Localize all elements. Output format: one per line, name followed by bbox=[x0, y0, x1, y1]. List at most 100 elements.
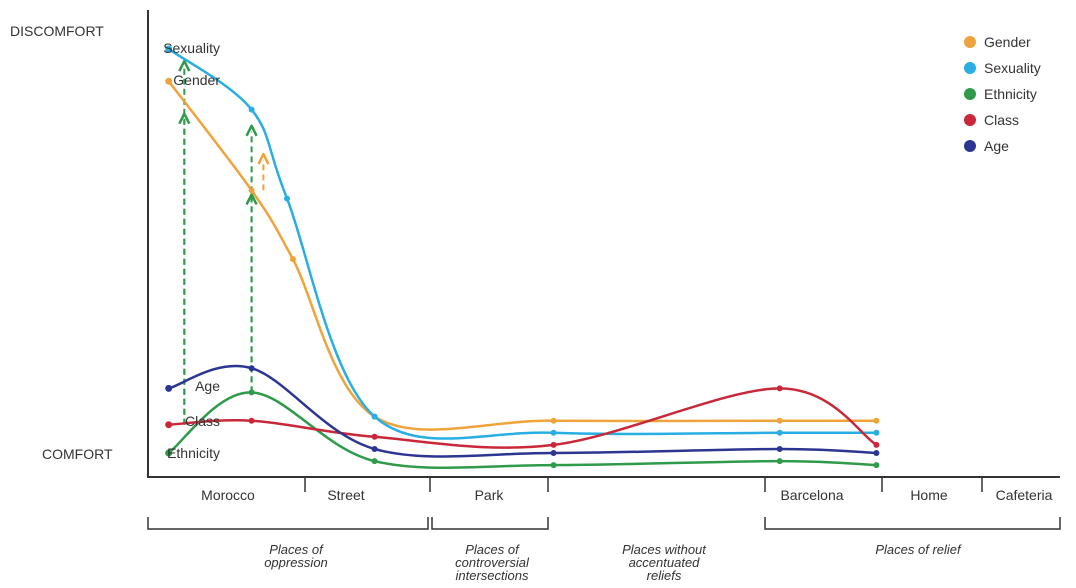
legend-label-ethnicity: Ethnicity bbox=[984, 86, 1037, 102]
series-gender-line bbox=[167, 80, 878, 431]
series-gender-point bbox=[550, 417, 557, 424]
series-sexuality-line bbox=[167, 47, 878, 440]
y-axis-top-label: DISCOMFORT bbox=[10, 23, 104, 39]
y-axis-bottom-label: COMFORT bbox=[42, 446, 113, 462]
dashed-arrow bbox=[178, 59, 191, 425]
series-sexuality-point bbox=[550, 429, 557, 436]
legend-item-sexuality: Sexuality bbox=[964, 60, 1041, 76]
series-sexuality-point bbox=[165, 45, 173, 53]
series-ethnicity-line bbox=[167, 391, 878, 470]
group-label-line: intersections bbox=[456, 568, 529, 583]
series-ethnicity-start-label: Ethnicity bbox=[167, 445, 220, 461]
legend-label-age: Age bbox=[984, 138, 1009, 154]
group-label: Places of oppression bbox=[264, 542, 328, 570]
category-label-park: Park bbox=[475, 487, 505, 503]
series-age-point bbox=[873, 450, 880, 456]
legend-item-ethnicity: Ethnicity bbox=[964, 86, 1037, 102]
group-label-line: Places of bbox=[465, 542, 520, 557]
series-age-start-label: Age bbox=[195, 378, 220, 394]
group-bracket bbox=[764, 517, 1061, 530]
group-label: Places without accentuated reliefs bbox=[622, 542, 707, 583]
series-class-point bbox=[550, 441, 557, 448]
series-ethnicity-point bbox=[371, 458, 378, 465]
legend-item-age: Age bbox=[964, 138, 1009, 154]
series-class-point bbox=[165, 421, 173, 429]
group-places-of-controversial-intersections: Places of controversial intersections bbox=[431, 517, 549, 583]
series-class-line bbox=[167, 387, 878, 449]
series-age bbox=[165, 364, 880, 458]
series-gender-point bbox=[873, 417, 880, 424]
series-age-point bbox=[776, 446, 783, 452]
legend: Gender Sexuality Ethnicity Class Age bbox=[964, 34, 1041, 154]
series-ethnicity-point bbox=[165, 449, 173, 457]
series-age-point bbox=[248, 365, 255, 372]
series-class-point bbox=[371, 433, 378, 440]
series-ethnicity-point bbox=[776, 458, 783, 465]
arrows-layer bbox=[178, 59, 270, 425]
series-ethnicity-point bbox=[550, 462, 557, 469]
group-bracket bbox=[147, 517, 429, 530]
legend-label-class: Class bbox=[984, 112, 1019, 128]
legend-swatch-sexuality bbox=[964, 62, 976, 74]
group-label-line: Places of bbox=[269, 542, 324, 557]
legend-label-gender: Gender bbox=[984, 34, 1031, 50]
group-label-line: Places of relief bbox=[875, 542, 962, 557]
series-class-point bbox=[776, 385, 783, 392]
series-ethnicity-point bbox=[248, 389, 255, 396]
dashed-arrow bbox=[245, 193, 258, 393]
group-bracket bbox=[431, 517, 549, 530]
series-sexuality bbox=[165, 45, 880, 440]
category-label-cafeteria: Cafeteria bbox=[996, 487, 1053, 503]
dashed-arrow-head bbox=[178, 59, 191, 72]
legend-swatch-class bbox=[964, 114, 976, 126]
series-age-point bbox=[371, 446, 378, 452]
series-layer bbox=[165, 45, 880, 470]
dashed-arrow-head bbox=[178, 112, 191, 125]
group-label: Places of controversial intersections bbox=[455, 542, 530, 583]
group-places-of-oppression: Places of oppression bbox=[147, 517, 429, 570]
group-places-without-accentuated-reliefs: Places without accentuated reliefs bbox=[622, 542, 707, 583]
dashed-arrow-head bbox=[245, 193, 258, 205]
series-sexuality-point bbox=[371, 413, 378, 420]
legend-swatch-age bbox=[964, 140, 976, 152]
series-ethnicity bbox=[165, 389, 880, 470]
series-gender-point bbox=[289, 256, 296, 263]
legend-label-sexuality: Sexuality bbox=[984, 60, 1041, 76]
series-class-point bbox=[873, 441, 880, 448]
series-gender-start-label: Gender bbox=[173, 72, 220, 88]
group-label-line: Places without bbox=[622, 542, 707, 557]
axes: DISCOMFORT COMFORT bbox=[10, 10, 1060, 478]
series-gender-point bbox=[776, 417, 783, 424]
series-sexuality-start-label: Sexuality bbox=[163, 40, 220, 56]
series-sexuality-point bbox=[248, 106, 255, 113]
series-sexuality-point bbox=[776, 429, 783, 436]
series-sexuality-point bbox=[873, 429, 880, 436]
group-label-line: controversial bbox=[455, 555, 530, 570]
series-start-labels: Gender Sexuality Ethnicity Class Age bbox=[163, 40, 220, 461]
category-label-morocco: Morocco bbox=[201, 487, 255, 503]
group-places-of-relief: Places of relief bbox=[764, 517, 1061, 557]
dashed-arrow-head bbox=[245, 124, 258, 137]
category-label-barcelona: Barcelona bbox=[780, 487, 843, 503]
group-label-line: accentuated bbox=[629, 555, 701, 570]
category-layer: Morocco Street Park Barcelona Home Cafeteria bbox=[201, 478, 1053, 503]
series-ethnicity-point bbox=[873, 462, 880, 469]
legend-item-class: Class bbox=[964, 112, 1019, 128]
series-class bbox=[165, 385, 880, 449]
category-label-street: Street bbox=[327, 487, 364, 503]
dashed-arrow bbox=[257, 152, 270, 191]
group-label-line: reliefs bbox=[647, 568, 682, 583]
legend-swatch-ethnicity bbox=[964, 88, 976, 100]
series-sexuality-point bbox=[284, 195, 290, 202]
legend-item-gender: Gender bbox=[964, 34, 1031, 50]
series-age-point bbox=[165, 384, 173, 392]
dashed-arrow bbox=[178, 112, 191, 425]
dashed-arrow-head bbox=[257, 152, 270, 165]
series-class-point bbox=[248, 417, 255, 424]
series-gender-point bbox=[248, 187, 255, 194]
series-gender-point bbox=[165, 77, 173, 85]
legend-swatch-gender bbox=[964, 36, 976, 48]
series-age-point bbox=[550, 450, 557, 456]
